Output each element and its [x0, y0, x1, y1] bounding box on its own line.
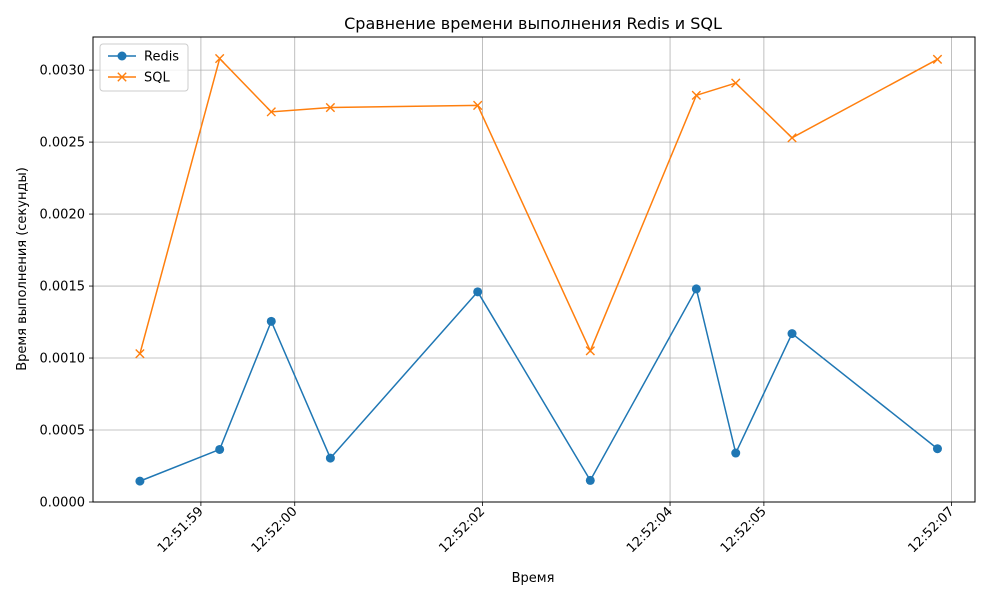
- legend-marker-x: [117, 72, 127, 82]
- data-point: [473, 287, 483, 297]
- legend-label: SQL: [144, 71, 170, 86]
- data-point: [691, 284, 701, 294]
- x-axis-label: Время: [512, 571, 555, 586]
- ticks: 0.0000 0.0005 0.0010 0.0015 0.0020 0.0025 0.00…: [40, 64, 958, 557]
- legend-label: Redis: [144, 50, 179, 65]
- data-point: [325, 102, 336, 113]
- data-point: [585, 475, 595, 485]
- y-tick-label: 0.0000: [40, 496, 86, 511]
- data-point: [932, 444, 942, 454]
- data-point: [325, 453, 335, 463]
- y-tick-label: 0.0015: [40, 280, 86, 295]
- data-point: [473, 100, 483, 111]
- y-tick-label: 0.0030: [40, 64, 86, 79]
- y-tick-label: 0.0025: [40, 136, 86, 151]
- x-tick-label: 12:52:00: [249, 504, 301, 556]
- data-point: [135, 349, 145, 359]
- y-tick-label: 0.0010: [40, 352, 86, 367]
- data-point: [731, 448, 741, 458]
- data-point: [731, 78, 741, 88]
- x-tick-label: 12:52:05: [718, 504, 770, 556]
- data-point: [787, 133, 797, 143]
- legend-marker-circle: [117, 51, 127, 61]
- x-tick-label: 12:52:02: [436, 504, 488, 556]
- data-point: [135, 476, 145, 486]
- data-point: [691, 90, 702, 100]
- x-tick-label: 12:52:07: [905, 504, 957, 556]
- data-point: [215, 444, 225, 454]
- data-point: [266, 316, 276, 326]
- series-line: [139, 57, 938, 354]
- y-axis-label: Время выполнения (секунды): [15, 167, 30, 371]
- data-point: [787, 329, 797, 339]
- data-point: [932, 54, 943, 65]
- legend-item: Redis: [108, 50, 179, 65]
- y-tick-label: 0.0020: [40, 208, 86, 223]
- series-sql: [135, 53, 943, 359]
- data-point: [266, 107, 276, 117]
- series-line: [139, 286, 938, 482]
- data-point: [585, 346, 595, 356]
- x-tick-label: 12:52:04: [624, 504, 676, 556]
- legend: Redis SQL: [99, 43, 189, 92]
- y-tick-label: 0.0005: [40, 424, 86, 439]
- series-layer: [135, 53, 943, 486]
- chart-title: Сравнение времени выполнения Redis и SQL: [344, 14, 722, 33]
- legend-item: SQL: [108, 71, 170, 86]
- x-tick-label: 12:51:59: [155, 504, 207, 556]
- series-redis: [135, 284, 942, 486]
- data-point: [214, 53, 225, 64]
- plot-frame: [92, 36, 976, 503]
- grid: [93, 37, 975, 503]
